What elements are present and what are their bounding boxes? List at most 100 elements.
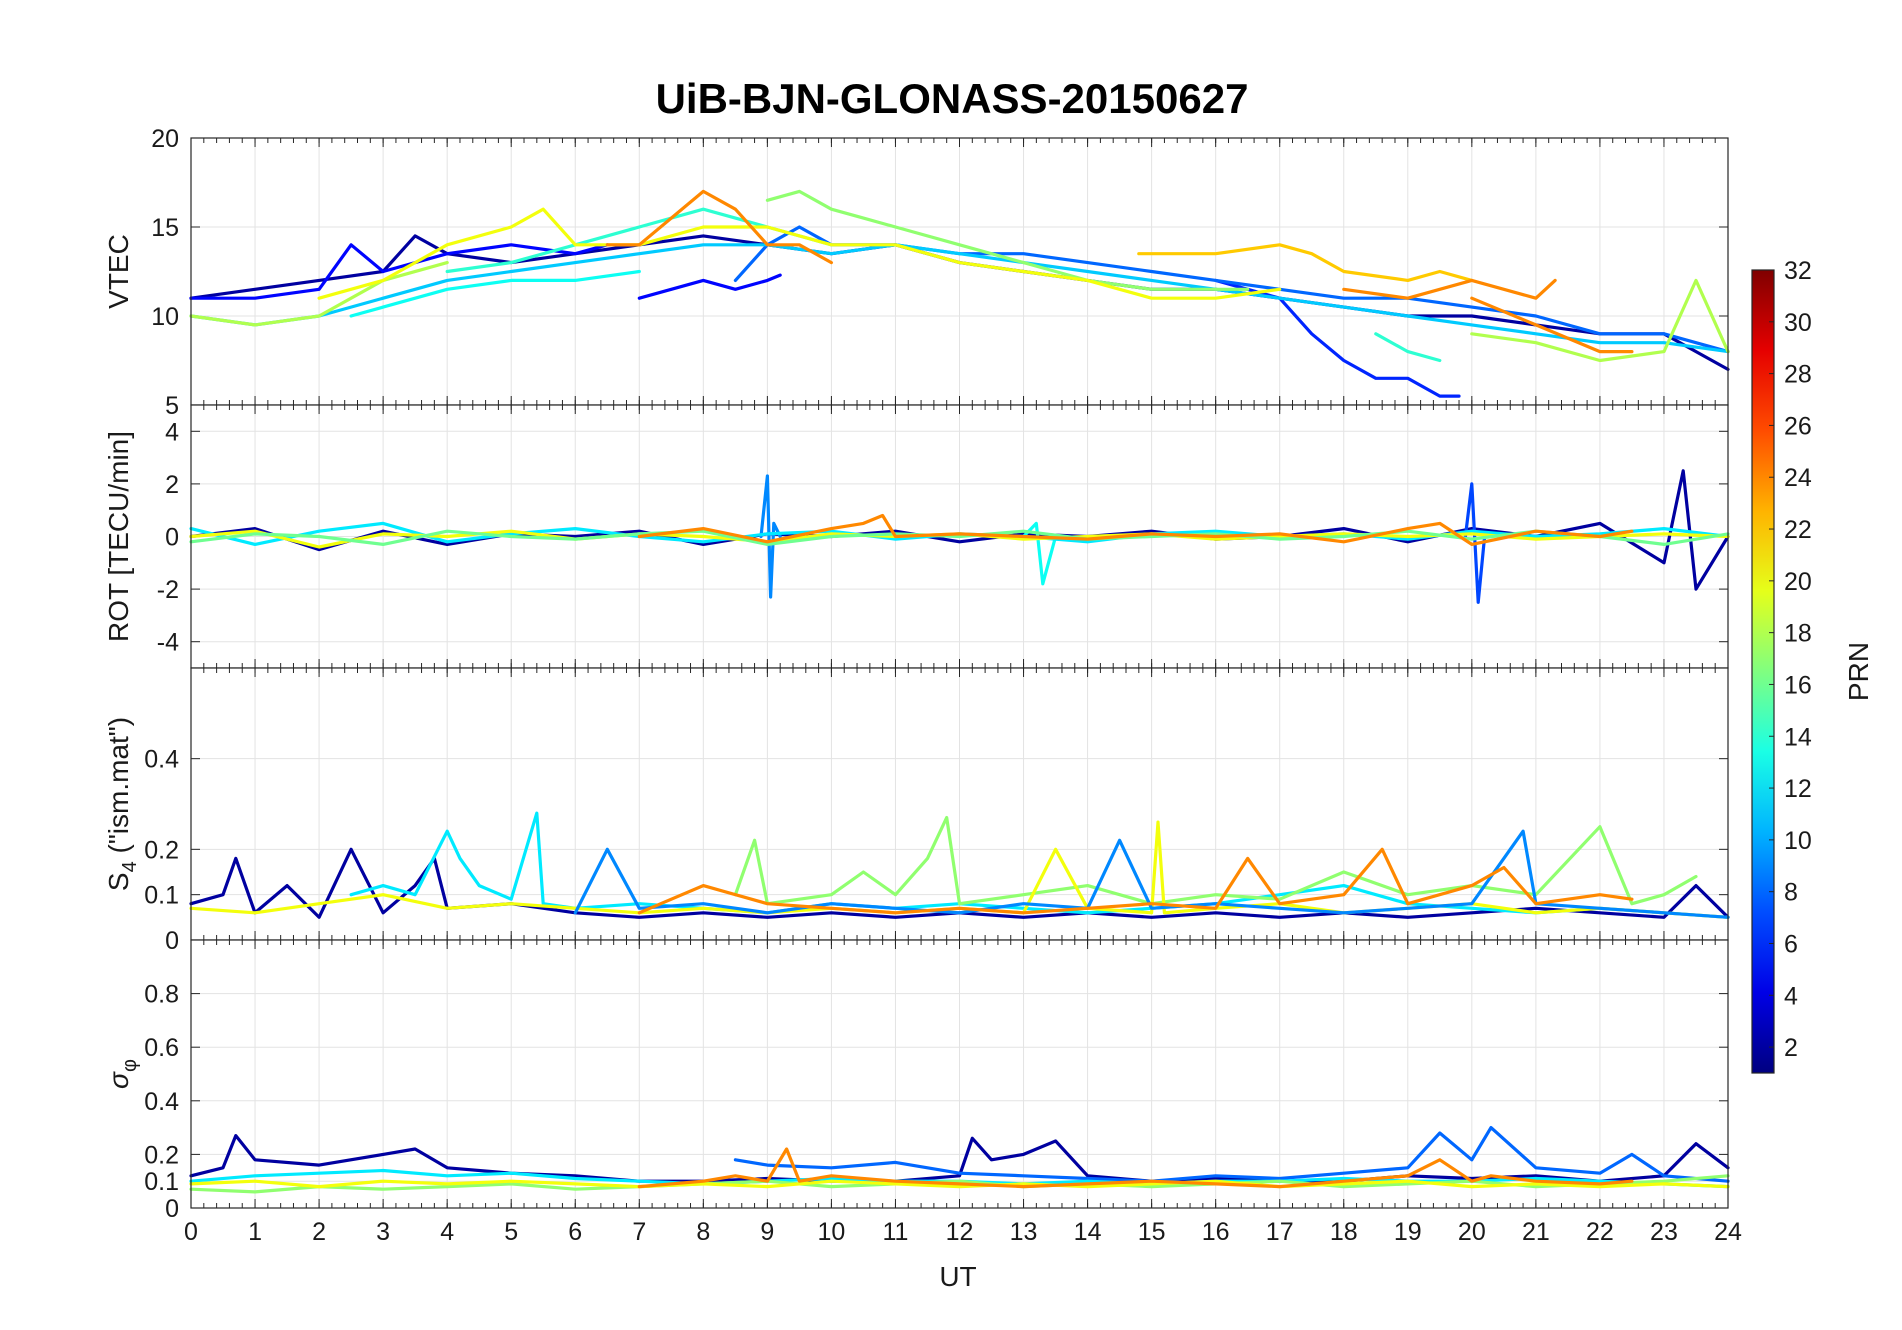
colorbar-label: PRN: [1843, 642, 1874, 701]
series-line-prn-24: [1470, 296, 1634, 354]
x-tick-label: 22: [1586, 1218, 1614, 1246]
x-tick-label: 6: [568, 1218, 582, 1246]
panel-0: 5 10 15 20 VTEC: [103, 125, 1730, 420]
colorbar-tick-label: 12: [1784, 775, 1812, 803]
series-line-prn-5: [637, 273, 782, 300]
y-tick-label: -4: [157, 629, 179, 657]
series-line-prn-20: [317, 207, 1282, 300]
colorbar-tick-label: 4: [1784, 982, 1798, 1010]
y-tick-label: 0.2: [144, 1141, 179, 1169]
y-tick-label: 0.4: [144, 746, 179, 774]
series-line-prn-24: [637, 847, 1634, 915]
x-tick-label: 14: [1074, 1218, 1102, 1246]
colorbar-gradient: [1752, 270, 1774, 1073]
panel-1: -4 -2 0 2 4 ROT [TECU/min]: [103, 404, 1730, 669]
series-line-prn-9: [573, 829, 1730, 919]
x-tick-label: 4: [440, 1218, 454, 1246]
x-tick-label: 18: [1330, 1218, 1358, 1246]
y-axis-label: S4 ("ism.mat"): [103, 717, 141, 891]
y-tick-label: 15: [151, 214, 179, 242]
y-tick-label: 0.2: [144, 836, 179, 864]
y-tick-label: 0.4: [144, 1088, 179, 1116]
x-tick-label: 20: [1458, 1218, 1486, 1246]
x-tick-label: 21: [1522, 1218, 1550, 1246]
series-line-prn-14: [1374, 332, 1442, 363]
x-tick-label: 11: [882, 1218, 908, 1246]
series-line-prn-17: [765, 189, 1250, 291]
y-axis-label-sub: φ: [119, 1059, 141, 1072]
y-tick-label: 0.6: [144, 1034, 179, 1062]
series-line-prn-13: [349, 269, 641, 318]
x-tick-label: 17: [1266, 1218, 1294, 1246]
y-axis-label-rest: ("ism.mat"): [103, 717, 134, 861]
series-line-prn-18: [1470, 278, 1730, 363]
series-line-prn-24: [605, 189, 833, 265]
x-tick-label: 10: [818, 1218, 846, 1246]
x-tick-label: 9: [760, 1218, 774, 1246]
y-tick-label: 4: [165, 418, 179, 446]
y-tick-label: 0: [165, 1195, 179, 1223]
x-tick-label: 23: [1650, 1218, 1678, 1246]
colorbar-tick-label: 20: [1784, 568, 1812, 596]
colorbar-tick-label: 16: [1784, 671, 1812, 699]
plot-frame: [190, 939, 1729, 1209]
y-tick-label: 0.1: [144, 1168, 179, 1196]
series-line-prn-13: [1021, 521, 1058, 586]
series-line-prn-22: [1137, 243, 1474, 282]
x-tick-label: 1: [248, 1218, 262, 1246]
colorbar-tick-label: 28: [1784, 361, 1812, 389]
y-tick-label: 2: [165, 471, 179, 499]
y-tick-label: 0: [165, 524, 179, 552]
colorbar-frame: [1751, 269, 1775, 1074]
series-line-prn-11: [189, 243, 1730, 354]
x-tick-label: 3: [376, 1218, 390, 1246]
series-line-prn-18: [189, 261, 449, 327]
x-tick-label: 0: [184, 1218, 198, 1246]
colorbar-tick-label: 22: [1784, 516, 1812, 544]
y-tick-label: 10: [151, 303, 179, 331]
series-line-prn-8: [733, 1126, 1730, 1183]
series-line-prn-9: [759, 474, 782, 599]
x-tick-label: 16: [1202, 1218, 1230, 1246]
y-axis-label-main: S: [103, 872, 134, 891]
y-tick-label: 0.8: [144, 981, 179, 1009]
series-line-prn-20: [189, 1179, 1730, 1189]
x-tick-label: 19: [1394, 1218, 1422, 1246]
y-tick-label: 20: [151, 125, 179, 153]
panel-3: 00.10.2 0.4 0.6 0.8 σφ: [103, 939, 1730, 1223]
panel-2: 00.10.20.4S4 ("ism.mat"): [103, 667, 1730, 955]
x-tick-label: 12: [946, 1218, 974, 1246]
colorbar-tick-label: 14: [1784, 723, 1812, 751]
colorbar-tick-label: 18: [1784, 620, 1812, 648]
x-tick-label: 8: [696, 1218, 710, 1246]
colorbar-tick-label: 26: [1784, 412, 1812, 440]
y-tick-label: 0.1: [144, 882, 179, 910]
series-line-prn-16: [189, 529, 1730, 546]
series-line-prn-2: [189, 1134, 1730, 1183]
colorbar-tick-label: 6: [1784, 930, 1798, 958]
series-line-prn-24: [637, 513, 1634, 546]
colorbar-tick-label: 10: [1784, 827, 1812, 855]
x-tick-label: 13: [1010, 1218, 1038, 1246]
y-axis-label-main: σ: [103, 1071, 134, 1089]
series-line-prn-2: [189, 847, 1730, 919]
series-line-prn-17: [733, 816, 1698, 906]
y-axis-label-sub: 4: [119, 861, 141, 872]
series-line-prn-24: [637, 1147, 1634, 1189]
chart-title: UiB-BJN-GLONASS-20150627: [656, 75, 1249, 122]
colorbar-tick-label: 30: [1784, 309, 1812, 337]
y-axis-label: ROT [TECU/min]: [103, 431, 134, 642]
colorbar-tick-label: 32: [1784, 257, 1812, 285]
x-axis-label: UT: [939, 1261, 976, 1292]
x-tick-label: 2: [312, 1218, 326, 1246]
series-line-prn-2: [189, 469, 1730, 591]
x-tick-label: 5: [504, 1218, 518, 1246]
y-tick-label: 5: [165, 392, 179, 420]
y-axis-label: VTEC: [103, 234, 134, 309]
x-tick-label: 24: [1714, 1218, 1742, 1246]
series-line-prn-24: [1342, 278, 1557, 300]
colorbar-tick-label: 24: [1784, 464, 1812, 492]
